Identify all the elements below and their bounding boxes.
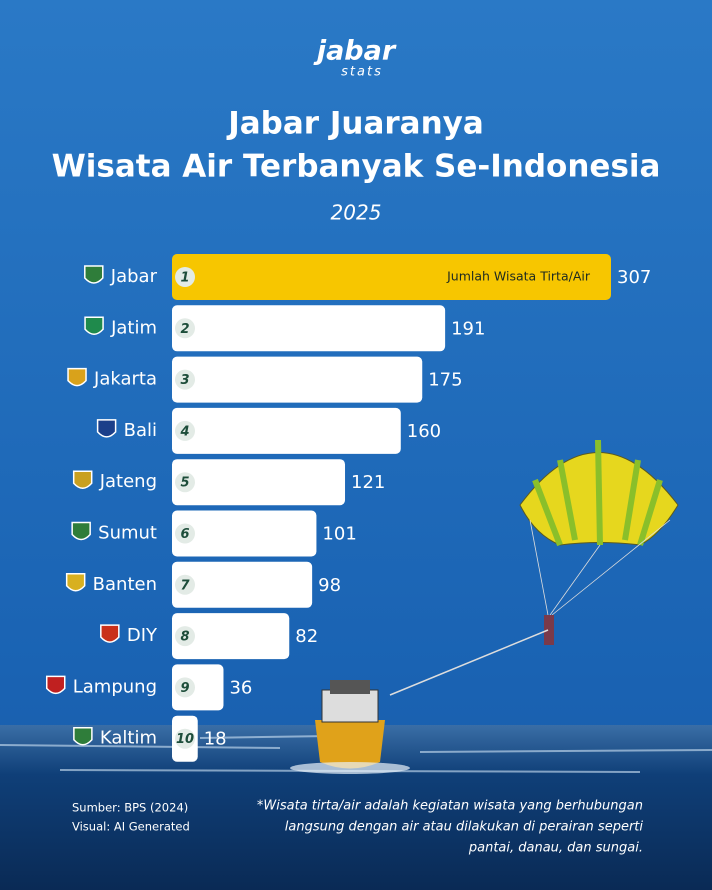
rank-badge [175, 626, 195, 647]
bar [172, 459, 346, 506]
rank-badge [175, 267, 195, 287]
value-label: 101 [322, 524, 356, 545]
value-label: 82 [295, 626, 318, 647]
value-label: 191 [451, 318, 485, 339]
rank-badge [175, 728, 195, 749]
rank: 6 [180, 527, 189, 542]
bar [172, 613, 290, 660]
rank: 2 [180, 322, 189, 337]
boat [290, 680, 410, 774]
title-line: Jabar Juaranya [226, 106, 484, 142]
rank: 10 [176, 732, 194, 747]
rank-badge [175, 472, 195, 493]
bar [172, 356, 423, 403]
rank-badge [175, 420, 195, 441]
bar [172, 305, 446, 352]
rank-badge [175, 369, 195, 390]
value-label: 36 [229, 677, 252, 698]
emblem [84, 316, 104, 336]
category-label: Sumut [98, 523, 157, 544]
category-label: Jakarta [93, 369, 157, 390]
footnote: langsung dengan air atau dilakukan di pe… [285, 820, 644, 835]
value-label: 98 [318, 575, 341, 596]
rank-badge [175, 523, 195, 544]
series-label: Jumlah Wisata Tirta/Air [446, 269, 591, 284]
bar [172, 510, 317, 557]
rank: 9 [180, 681, 189, 696]
category-label: DIY [127, 625, 158, 646]
emblem [73, 726, 93, 746]
footnote: pantai, danau, dan sungai. [468, 841, 643, 856]
category-label: Bali [124, 420, 157, 441]
source: Visual: AI Generated [72, 820, 190, 834]
bar [172, 407, 401, 454]
category-label: Kaltim [100, 728, 157, 749]
emblem [65, 573, 86, 592]
rank: 3 [180, 373, 189, 388]
subtitle: 2025 [331, 201, 382, 225]
bar [172, 254, 611, 300]
rank: 4 [179, 424, 189, 439]
category-label: Jatim [110, 317, 157, 338]
emblem [100, 624, 120, 643]
emblem [71, 521, 91, 541]
emblem [45, 675, 66, 695]
value-label: 307 [617, 267, 651, 288]
rank-badge [175, 677, 195, 698]
rank: 7 [180, 578, 190, 593]
value-label: 160 [407, 421, 441, 442]
bar [172, 561, 313, 608]
parachute [389, 439, 679, 696]
logo-name: jabar [313, 36, 397, 67]
category-label: Banten [93, 574, 157, 595]
title-line: Wisata Air Terbanyak Se-Indonesia [52, 149, 661, 185]
rank-badge [175, 318, 195, 339]
category-label: Jateng [99, 471, 157, 492]
rank: 1 [180, 271, 189, 286]
bar [172, 664, 224, 711]
emblem [84, 265, 104, 284]
rank: 5 [180, 476, 189, 491]
category-label: Lampung [73, 676, 157, 697]
value-label: 18 [204, 729, 227, 750]
emblem [72, 470, 93, 489]
rank-badge [175, 574, 195, 595]
source: Sumber: BPS (2024) [72, 801, 188, 815]
emblem [67, 367, 87, 387]
emblem [96, 419, 117, 438]
footnote: *Wisata tirta/air adalah kegiatan wisata… [257, 799, 643, 814]
rank: 8 [180, 630, 189, 645]
value-label: 121 [351, 472, 385, 493]
category-label: Jabar [110, 266, 158, 287]
value-label: 175 [428, 370, 462, 391]
logo-sub: stats [341, 65, 383, 80]
